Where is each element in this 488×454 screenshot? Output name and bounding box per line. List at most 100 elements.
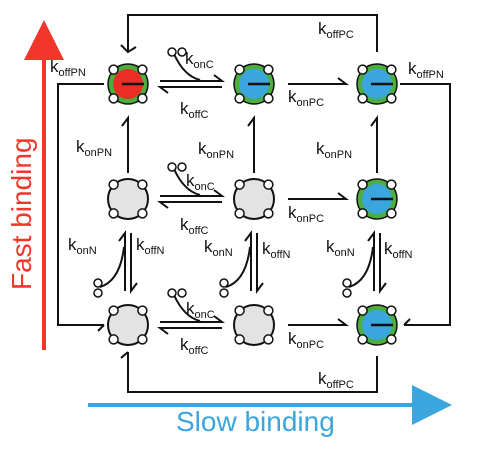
rate-label-konN-col2: konN: [326, 237, 355, 259]
state-PC-top-site-0: [234, 64, 245, 75]
ligand-dot-a-col0: [93, 288, 103, 298]
state-PC-right-top-site-0: [357, 64, 368, 75]
rate-label-konC-row1: konC: [186, 171, 215, 193]
rate-label-konPN-col2: konPN: [316, 139, 353, 161]
rate-label-koffC-row2: koffC: [180, 335, 209, 357]
rate-label-konC-row0: konC: [185, 49, 214, 71]
ligand-curve-row2: [173, 294, 201, 322]
ligand-dot-b-row0: [177, 47, 187, 57]
state-empty-bottom-center-body: [233, 304, 275, 346]
rate-label-konN-col0: konN: [68, 235, 97, 257]
rate-label-konPC-row2: konPC: [288, 329, 325, 351]
fast-binding-label: Fast binding: [6, 137, 37, 290]
rate-label-konC-row2: konC: [186, 299, 215, 321]
state-PC-top-site-3: [263, 93, 274, 104]
state-PC-right-bottom-site-1: [386, 305, 397, 316]
forward-arrow-konPC-row0: [288, 77, 349, 85]
reversible-up-col0: [118, 230, 126, 291]
state-PN-site-3: [137, 93, 148, 104]
reversible-up-col1: [244, 230, 252, 291]
state-empty-mid-left-site-3: [137, 208, 148, 219]
state-PC-right-bottom-site-0: [357, 305, 368, 316]
state-PC-right-mid-site-2: [357, 208, 368, 219]
state-PC-right-top-site-3: [386, 93, 397, 104]
state-PC-right-mid-site-1: [386, 179, 397, 190]
ligand-curve-col1: [225, 246, 251, 288]
reversible-down-col1: [256, 233, 264, 294]
outer-loop-top: [120, 14, 378, 54]
state-empty-mid-center: [233, 178, 275, 220]
state-empty-mid-center-site-0: [234, 179, 245, 190]
state-empty-mid-center-site-1: [263, 179, 274, 190]
state-PC-right-bottom: [356, 304, 398, 346]
up-arrow-konPN-col1: [247, 115, 255, 173]
ligand-dot-b-col2: [342, 278, 352, 288]
rate-label-konN-col1: konN: [204, 237, 233, 259]
state-PN-site-2: [108, 93, 119, 104]
reversible-arrow-back-row2: [157, 327, 222, 335]
rate-label-koffN-col1: koffN: [262, 239, 291, 261]
reversible-arrow-back-row0: [157, 86, 222, 94]
rate-label-konPN-col0: konPN: [76, 137, 113, 159]
rate-label-koffPN-right: koffPN: [408, 59, 444, 81]
state-PC-top: [233, 63, 275, 105]
state-empty-bottom-left-site-3: [137, 334, 148, 345]
ligand-dot-a-col2: [342, 288, 352, 298]
state-empty-bottom-center-site-2: [234, 334, 245, 345]
state-empty-bottom-left-site-2: [108, 334, 119, 345]
ligand-dot-b-row2: [177, 288, 187, 298]
state-PC-right-top-site-2: [357, 93, 368, 104]
reversible-arrow-forward-row2: [160, 315, 225, 323]
state-PC-top-site-1: [263, 64, 274, 75]
reversible-arrow-forward-row1: [160, 189, 225, 197]
ligand-dot-b-col1: [219, 278, 229, 288]
reversible-up-col2: [367, 230, 375, 291]
state-PC-right-top-site-1: [386, 64, 397, 75]
state-empty-mid-left-site-2: [108, 208, 119, 219]
outer-loop-right: [400, 83, 451, 326]
state-PN-site-1: [137, 64, 148, 75]
up-arrow-konPN-col0: [121, 115, 129, 173]
state-empty-bottom-center-site-3: [263, 334, 274, 345]
reversible-down-col2: [379, 233, 387, 294]
forward-arrow-konPC-row2: [288, 318, 349, 326]
ligand-dot-b-row1: [177, 162, 187, 172]
rate-label-koffPC-bottom: koffPC: [318, 369, 354, 391]
state-empty-bottom-left-site-1: [137, 305, 148, 316]
ligand-curve-col2: [348, 246, 374, 288]
rate-label-koffC-row1: koffC: [180, 215, 209, 237]
state-PC-right-mid: [356, 178, 398, 220]
state-PC-right-top: [356, 63, 398, 105]
state-empty-mid-center-site-3: [263, 208, 274, 219]
up-arrow-konPN-col2: [370, 115, 378, 173]
reversible-arrow-back-row1: [157, 201, 222, 209]
ligand-curve-col0: [99, 246, 125, 288]
ligand-curve-row0: [173, 53, 201, 81]
state-empty-bottom-center: [233, 304, 275, 346]
state-empty-mid-left: [107, 178, 149, 220]
outer-loop-bottom: [120, 351, 378, 393]
rate-label-koffC-row0: koffC: [180, 99, 209, 121]
ligand-dot-a-row0: [167, 47, 177, 57]
state-empty-mid-left-site-0: [108, 179, 119, 190]
state-empty-mid-center-site-2: [234, 208, 245, 219]
rate-label-konPC-row0: konPC: [288, 87, 325, 109]
state-empty-mid-center-body: [233, 178, 275, 220]
rate-label-koffN-col0: koffN: [136, 235, 165, 257]
rate-label-koffN-col2: koffN: [384, 239, 413, 261]
state-PC-right-mid-site-0: [357, 179, 368, 190]
state-empty-bottom-center-site-1: [263, 305, 274, 316]
state-PC-right-bottom-site-3: [386, 334, 397, 345]
state-PN-site-0: [108, 64, 119, 75]
outer-loop-left: [57, 83, 105, 332]
ligand-dot-a-col1: [219, 288, 229, 298]
state-PC-top-site-2: [234, 93, 245, 104]
ligand-curve-row1: [173, 168, 201, 196]
rate-label-konPN-col1: konPN: [198, 139, 235, 161]
state-empty-mid-left-body: [107, 178, 149, 220]
state-empty-mid-left-site-1: [137, 179, 148, 190]
forward-arrow-konPC-row1: [288, 192, 349, 200]
rate-label-konPC-row1: konPC: [288, 203, 325, 225]
